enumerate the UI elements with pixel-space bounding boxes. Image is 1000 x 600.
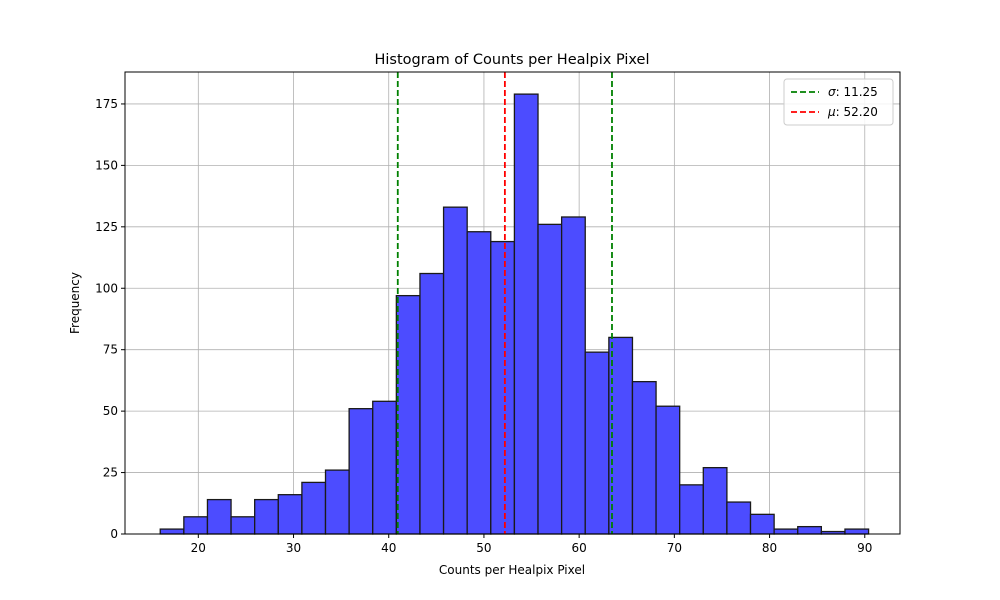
- histogram-bar: [466, 231, 492, 535]
- histogram-bar: [301, 481, 327, 535]
- x-tick-label: 30: [286, 541, 301, 555]
- y-tick-label: 25: [103, 466, 118, 480]
- y-tick-label: 150: [95, 158, 118, 172]
- histogram-bar: [372, 400, 397, 535]
- histogram-bar: [206, 498, 232, 535]
- histogram-bar: [749, 513, 775, 535]
- histogram-bar: [277, 494, 303, 535]
- legend-entry-label: σ: 11.25: [828, 85, 878, 99]
- x-tick-label: 50: [476, 541, 491, 555]
- x-tick-label: 60: [572, 541, 587, 555]
- x-axis-ticks: 20 30 40 50 60 70 80 90: [191, 534, 872, 555]
- y-tick-label: 75: [103, 343, 118, 357]
- histogram-bar: [726, 501, 752, 535]
- plot-frame: [124, 71, 901, 535]
- y-tick-label: 0: [110, 527, 118, 541]
- x-axis-label: Counts per Healpix Pixel: [439, 563, 585, 577]
- x-tick-label: 40: [381, 541, 396, 555]
- histogram-bar: [584, 351, 610, 535]
- x-tick-label: 90: [857, 541, 872, 555]
- legend: σ: 11.25 μ: 52.20: [783, 78, 894, 126]
- histogram-bar: [679, 484, 704, 535]
- y-tick-label: 175: [95, 97, 118, 111]
- histogram-bar: [490, 240, 516, 535]
- histogram-bar: [442, 206, 468, 535]
- histogram-bar: [230, 516, 256, 535]
- histogram-bar: [631, 380, 657, 535]
- histogram-bar: [183, 516, 209, 535]
- histogram-bar: [560, 216, 586, 535]
- y-axis-ticks: 0 25 50 75 100 125 150 175: [95, 97, 125, 541]
- histogram-bar: [395, 294, 421, 535]
- histogram-bar: [655, 405, 681, 535]
- histogram-bar: [159, 528, 185, 535]
- histogram-bar: [797, 525, 823, 535]
- histogram-bar: [324, 469, 350, 535]
- histogram-bar: [773, 528, 799, 535]
- histogram-bar: [702, 466, 728, 535]
- histogram-bar: [348, 408, 374, 535]
- y-axis-label: Frequency: [68, 272, 82, 334]
- y-tick-label: 50: [103, 404, 118, 418]
- y-tick-label: 125: [95, 220, 118, 234]
- histogram-bar: [537, 223, 563, 535]
- histogram-bar: [419, 272, 445, 535]
- legend-box: [783, 78, 894, 126]
- y-tick-label: 100: [95, 281, 118, 295]
- chart-title: Histogram of Counts per Healpix Pixel: [374, 52, 649, 68]
- x-tick-label: 20: [191, 541, 206, 555]
- x-tick-label: 70: [667, 541, 682, 555]
- x-tick-label: 80: [762, 541, 777, 555]
- histogram-bar: [254, 498, 279, 535]
- histogram-bar: [844, 528, 870, 535]
- reference-lines: [396, 72, 613, 534]
- legend-entry-label: μ: 52.20: [827, 105, 878, 119]
- histogram-bars: [159, 93, 870, 535]
- histogram-bar: [513, 93, 539, 535]
